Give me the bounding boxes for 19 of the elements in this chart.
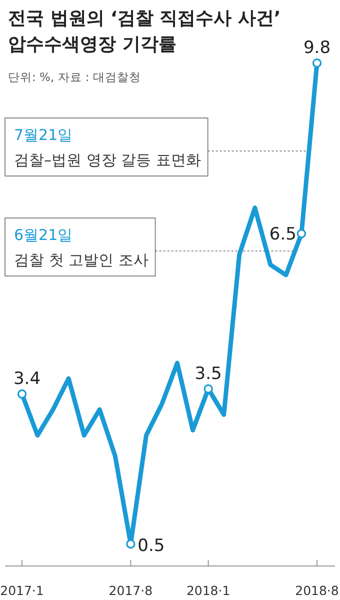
point: [126, 539, 136, 549]
data-label: 0.5: [138, 536, 165, 556]
x-tick-label: 2018·8: [295, 583, 339, 598]
annotation: 검찰–법원 영장 갈등 표면화: [14, 151, 201, 169]
data-label: 6.5: [269, 224, 296, 245]
point: [312, 58, 322, 68]
chart-title: 전국 법원의 ‘검찰 직접수사 사건’ 압수수색영장 기각률: [8, 8, 281, 55]
annotation: 검찰 첫 고발인 조사: [14, 251, 148, 269]
x-tick-label: 2017·8: [108, 583, 153, 598]
data-label: 3.5: [194, 364, 222, 384]
point: [296, 229, 306, 238]
x-tick-label: 2018·1: [186, 583, 230, 598]
x-tick-label: 2017·1: [0, 583, 44, 598]
data-label: 9.8: [303, 38, 331, 58]
annotation: 7월21일: [14, 126, 73, 144]
text: 단위: %, 자료 : 대검찰청: [8, 70, 141, 84]
data-label: 3.4: [13, 369, 41, 390]
point: [17, 389, 27, 399]
annotation: 6월21일: [14, 226, 73, 244]
